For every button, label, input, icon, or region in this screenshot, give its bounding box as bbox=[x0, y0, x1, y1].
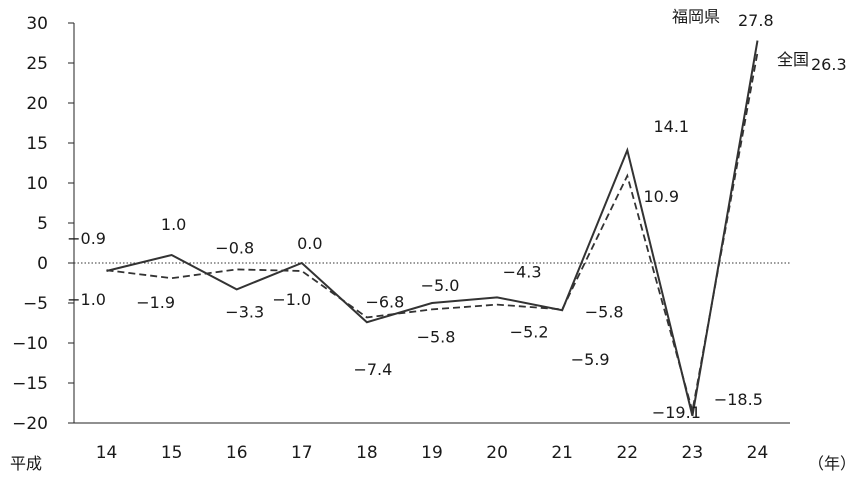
x-tick-label: 19 bbox=[421, 443, 443, 463]
data-label: −0.9 bbox=[67, 229, 106, 248]
series-label-fukuoka: 福岡県 bbox=[672, 7, 720, 26]
x-axis-prefix: 平成 bbox=[10, 454, 42, 473]
y-tick-label: −5 bbox=[23, 294, 48, 314]
data-label: −4.3 bbox=[503, 262, 542, 281]
data-label: −1.9 bbox=[136, 293, 175, 312]
series-line-fukuoka bbox=[106, 40, 759, 417]
data-labels: −0.9 −1.0 1.0 −1.9 −0.8 −3.3 0.0 −1.0 −6.8 −7.4 −5… bbox=[67, 117, 763, 422]
data-label: −7.4 bbox=[353, 360, 392, 379]
y-tick-label: 5 bbox=[37, 214, 48, 234]
x-tick-label: 16 bbox=[226, 443, 248, 463]
x-axis-unit: （年） bbox=[808, 454, 856, 473]
y-tick-label: 10 bbox=[26, 174, 48, 194]
x-tick-label: 15 bbox=[161, 443, 183, 463]
series-end-value-fukuoka: 27.8 bbox=[738, 11, 774, 30]
series-lines bbox=[106, 40, 759, 417]
y-tick-label: 0 bbox=[37, 254, 48, 274]
data-label: −1.0 bbox=[272, 290, 311, 309]
x-tick-label: 23 bbox=[682, 443, 704, 463]
data-label: 14.1 bbox=[653, 117, 689, 136]
y-axis-ticks: 30 25 20 15 10 5 0 −5 −10 −15 −20 bbox=[12, 14, 74, 434]
data-label: −5.2 bbox=[510, 323, 549, 342]
x-tick-label: 14 bbox=[96, 443, 118, 463]
x-axis-ticks: 14 15 16 17 18 19 20 21 22 23 24 bbox=[96, 443, 769, 463]
x-tick-label: 20 bbox=[486, 443, 508, 463]
y-tick-label: 15 bbox=[26, 134, 48, 154]
y-tick-label: 30 bbox=[26, 14, 48, 34]
data-label: 0.0 bbox=[297, 234, 322, 253]
x-tick-label: 17 bbox=[291, 443, 313, 463]
series-label-national: 全国 bbox=[777, 50, 809, 69]
data-label: −5.0 bbox=[421, 276, 460, 295]
x-tick-label: 21 bbox=[551, 443, 573, 463]
data-label: 10.9 bbox=[643, 187, 679, 206]
data-label: −3.3 bbox=[225, 302, 264, 321]
x-tick-label: 22 bbox=[616, 443, 638, 463]
y-tick-label: −20 bbox=[12, 414, 48, 434]
data-label: −5.8 bbox=[585, 302, 624, 321]
y-tick-label: 25 bbox=[26, 54, 48, 74]
data-label: −6.8 bbox=[365, 292, 404, 311]
y-tick-label: −15 bbox=[12, 374, 48, 394]
x-tick-label: 18 bbox=[356, 443, 378, 463]
series-line-national bbox=[106, 52, 759, 412]
data-label: −0.8 bbox=[215, 238, 254, 257]
data-label: −5.9 bbox=[571, 350, 610, 369]
data-label: 1.0 bbox=[161, 215, 186, 234]
y-tick-label: −10 bbox=[12, 334, 48, 354]
x-tick-label: 24 bbox=[747, 443, 769, 463]
data-label: −1.0 bbox=[67, 290, 106, 309]
data-label: −19.1 bbox=[652, 403, 701, 422]
data-label: −5.8 bbox=[417, 327, 456, 346]
y-tick-label: 20 bbox=[26, 94, 48, 114]
series-end-value-national: 26.3 bbox=[811, 55, 847, 74]
data-label: −18.5 bbox=[714, 390, 763, 409]
